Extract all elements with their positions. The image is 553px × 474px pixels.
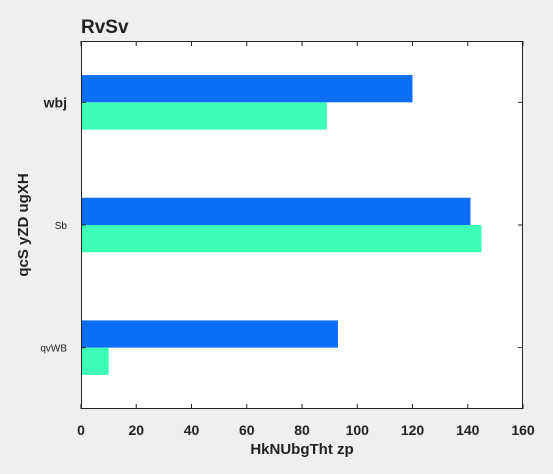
bar-qvWB-series-1 (81, 320, 338, 348)
x-tick-label: 100 (346, 422, 370, 438)
bar-wbj-series-2 (81, 102, 327, 130)
bar-Sb-series-1 (81, 197, 471, 225)
x-tick-label: 40 (184, 422, 200, 438)
bar-wbj-series-1 (81, 75, 413, 103)
x-tick-label: 140 (456, 422, 480, 438)
bar-qvWB-series-2 (81, 347, 109, 375)
bar-Sb-series-2 (81, 225, 482, 253)
x-tick-label: 0 (77, 422, 85, 438)
y-axis-label: qcS yZD ugXH (15, 173, 32, 276)
bars-group (81, 75, 482, 375)
y-axis: wbj Sb qvWB (40, 94, 523, 355)
x-tick-label: 60 (239, 422, 255, 438)
y-tick-label: qvWB (40, 344, 67, 355)
chart-title: RvSv (81, 17, 129, 38)
x-axis: 0 20 40 60 80 100 120 140 160 (77, 41, 535, 438)
x-tick-label: 80 (294, 422, 310, 438)
x-tick-label: 160 (511, 422, 535, 438)
y-tick-label: wbj (43, 94, 67, 110)
x-tick-label: 120 (401, 422, 425, 438)
y-tick-label: Sb (55, 221, 68, 232)
x-tick-label: 20 (128, 422, 144, 438)
x-axis-label: HkNUbgTht zp (250, 441, 353, 458)
